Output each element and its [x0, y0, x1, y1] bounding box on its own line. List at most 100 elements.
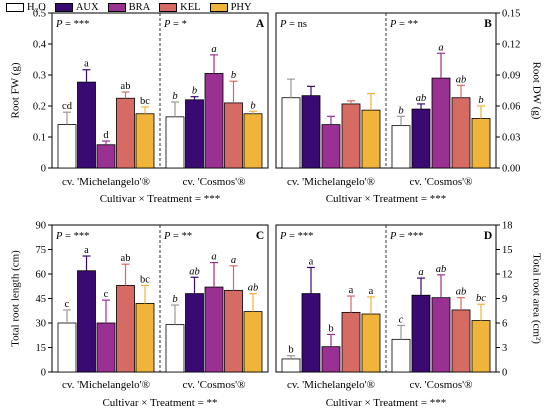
- bar: [185, 99, 204, 169]
- interaction-label: Cultivar × Treatment = ***: [100, 193, 221, 205]
- legend: H₂O AUX BRA KEL PHY: [6, 1, 261, 13]
- significance-letter: ab: [248, 283, 259, 294]
- bar: [243, 311, 263, 373]
- bar: [391, 338, 411, 373]
- significance-letter: b: [288, 345, 293, 356]
- significance-letter: d: [103, 130, 109, 141]
- bar: [361, 313, 381, 373]
- bar: [451, 97, 471, 169]
- bar: [431, 77, 451, 169]
- significance-letter: b: [250, 100, 255, 111]
- significance-letter: b: [172, 294, 177, 305]
- legend-swatch: [54, 2, 73, 12]
- significance-letter: b: [231, 70, 236, 81]
- cultivar-label: cv. 'Cosmos'®: [410, 176, 473, 188]
- significance-letter: a: [211, 44, 216, 55]
- significance-letter: ab: [121, 253, 131, 264]
- bar: [431, 297, 451, 373]
- legend-label: AUX: [75, 1, 99, 13]
- y-tick-label: 0: [41, 164, 46, 175]
- y-axis-label: Root DW (g): [530, 62, 542, 120]
- p-value-label: P = ***: [389, 231, 423, 242]
- bar: [411, 108, 431, 169]
- legend-swatch: [159, 2, 178, 12]
- bar: [451, 309, 471, 373]
- legend-label: PHY: [230, 1, 252, 13]
- panel-letter: C: [256, 230, 264, 242]
- significance-letter: b: [398, 105, 403, 116]
- bar: [471, 118, 491, 169]
- bar: [57, 124, 77, 169]
- bar: [471, 320, 491, 373]
- cultivar-label: cv. 'Cosmos'®: [183, 379, 246, 391]
- bar: [77, 81, 96, 169]
- significance-letter: b: [172, 91, 177, 102]
- legend-item: KEL: [159, 1, 201, 13]
- significance-letter: ab: [416, 93, 427, 104]
- interaction-label: Cultivar × Treatment = ***: [326, 397, 447, 409]
- bar: [204, 73, 224, 169]
- significance-letter: a: [369, 286, 374, 297]
- y-tick-label: 12: [502, 270, 513, 281]
- bar: [165, 116, 185, 169]
- significance-letter: bc: [140, 274, 150, 285]
- y-tick-label: 15: [502, 245, 513, 256]
- bar: [341, 311, 361, 373]
- cultivar-label: cv. 'Cosmos'®: [183, 176, 246, 188]
- y-tick-label: 15: [36, 343, 47, 354]
- y-tick-label: 30: [36, 319, 47, 330]
- p-value-label: P = ***: [279, 231, 313, 242]
- legend-label: BRA: [128, 1, 151, 13]
- legend-swatch: [107, 2, 126, 12]
- bar: [301, 95, 321, 169]
- bar: [321, 346, 341, 373]
- legend-item: PHY: [209, 1, 252, 13]
- significance-letter: a: [211, 252, 216, 263]
- cultivar-label: cv. 'Michelangelo'®: [287, 176, 375, 188]
- y-tick-label: 0.2: [33, 102, 46, 113]
- significance-letter: ab: [436, 264, 447, 275]
- bar: [77, 270, 96, 373]
- significance-letter: bc: [476, 293, 486, 304]
- significance-letter: ab: [189, 266, 200, 277]
- p-value-label: P = ns: [279, 19, 307, 30]
- y-tick-label: 0: [502, 368, 507, 379]
- bar: [116, 285, 135, 373]
- bar: [116, 97, 135, 169]
- y-tick-label: 45: [36, 294, 47, 305]
- significance-letter: b: [328, 323, 333, 334]
- bar: [321, 124, 341, 169]
- significance-letter: a: [231, 255, 236, 266]
- y-tick-label: 9: [502, 294, 507, 305]
- cultivar-label: cv. 'Cosmos'®: [410, 379, 473, 391]
- y-tick-label: 0.00: [502, 164, 520, 175]
- panel-letter: D: [484, 230, 492, 242]
- significance-letter: ab: [121, 81, 131, 92]
- bar: [411, 294, 431, 373]
- p-value-label: P = ***: [55, 231, 89, 242]
- y-axis-label: Total root length (cm): [10, 250, 22, 347]
- p-value-label: P = **: [163, 231, 192, 242]
- bar: [301, 293, 321, 373]
- bar: [243, 113, 263, 169]
- bar: [57, 322, 77, 373]
- significance-letter: a: [309, 256, 314, 267]
- p-value-label: P = **: [389, 19, 418, 30]
- significance-letter: cd: [62, 101, 73, 112]
- y-axis-label: Root FW (g): [10, 62, 22, 118]
- legend-item: AUX: [54, 1, 99, 13]
- panel-c: [48, 224, 269, 373]
- significance-letter: c: [399, 314, 404, 325]
- cultivar-label: cv. 'Michelangelo'®: [287, 379, 375, 391]
- legend-label: KEL: [180, 1, 201, 13]
- p-value-label: P = *: [163, 19, 187, 30]
- y-tick-label: 0.4: [33, 40, 47, 51]
- interaction-label: Cultivar × Treatment = ***: [326, 193, 447, 205]
- significance-letter: a: [418, 267, 423, 278]
- bar: [204, 286, 224, 373]
- y-tick-label: 0.3: [33, 71, 46, 82]
- y-tick-label: 0.5: [33, 9, 46, 20]
- significance-letter: a: [349, 285, 354, 296]
- y-tick-label: 90: [36, 221, 47, 232]
